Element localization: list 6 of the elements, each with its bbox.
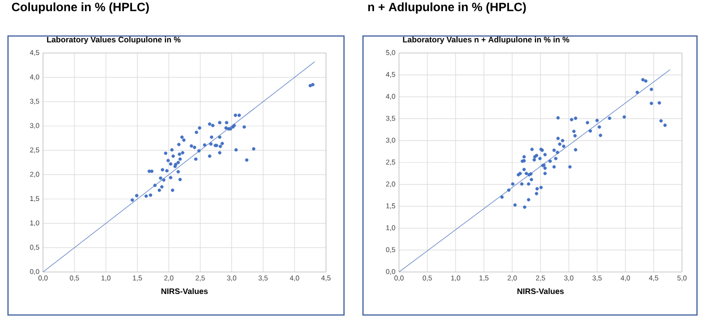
x-axis-title: NIRS-Values xyxy=(161,288,208,294)
y-axis-title: Laboratory Values Colupulone in % xyxy=(47,36,181,44)
chart-title: n + Adlupulone in % (HPLC) xyxy=(368,2,526,14)
chart-title: Colupulone in % (HPLC) xyxy=(12,2,149,14)
y-axis-title: Laboratory Values n + Adlupulone in % in % xyxy=(403,36,570,44)
x-axis-title: NIRS-Values xyxy=(517,288,564,294)
